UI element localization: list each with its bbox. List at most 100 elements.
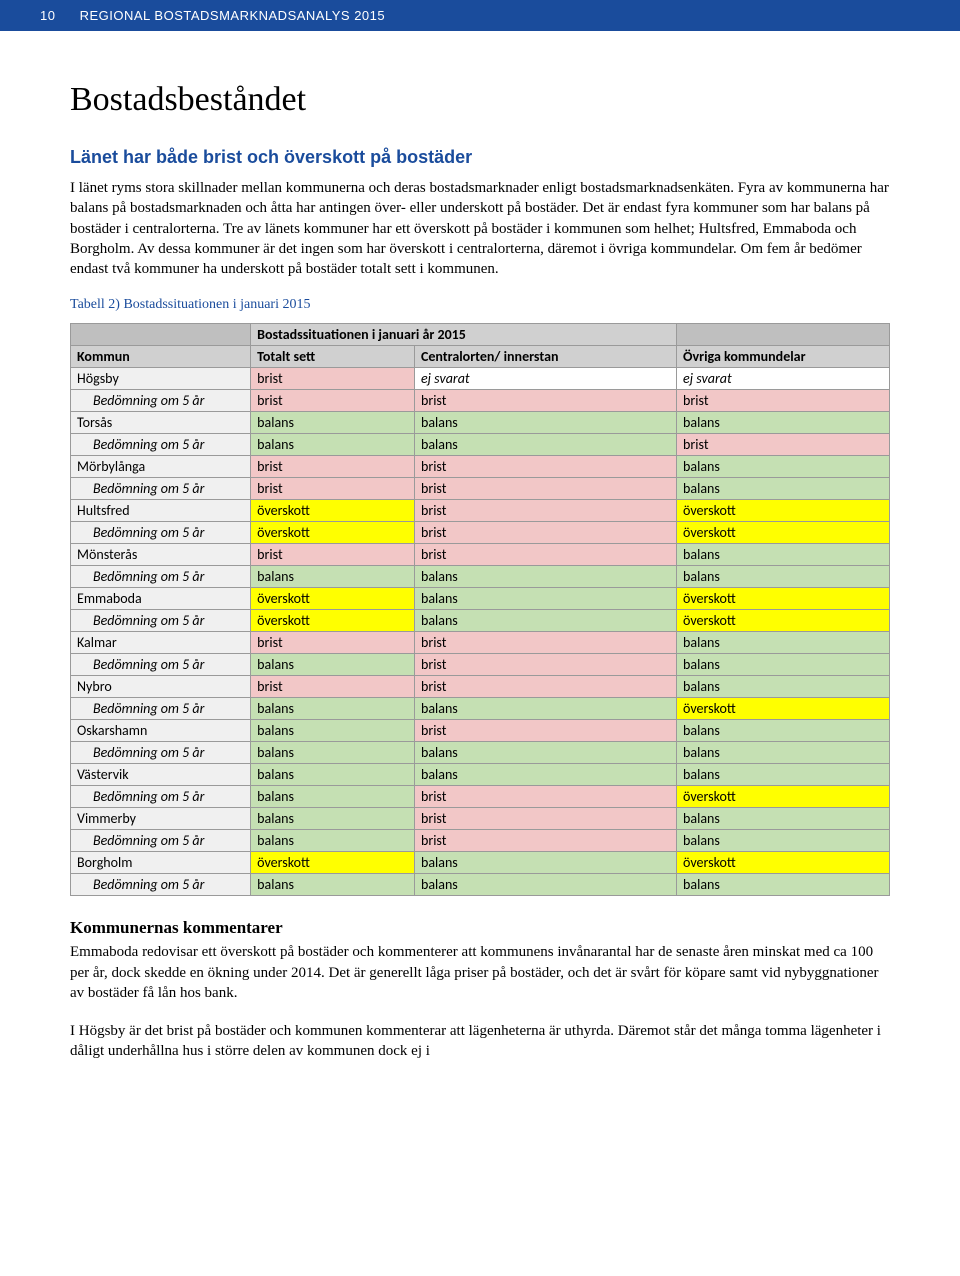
- col-totalt: Totalt sett: [251, 346, 415, 368]
- status-cell: balans: [251, 698, 415, 720]
- col-central: Centralorten/ innerstan: [414, 346, 676, 368]
- table-banner-row: Bostadssituationen i januari år 2015: [71, 324, 890, 346]
- status-cell: balans: [677, 412, 890, 434]
- table-row: Bedömning om 5 åröverskottbalansöverskot…: [71, 610, 890, 632]
- status-cell: balans: [414, 566, 676, 588]
- status-cell: balans: [677, 676, 890, 698]
- table-caption: Tabell 2) Bostadssituationen i januari 2…: [70, 297, 890, 313]
- status-cell: balans: [677, 742, 890, 764]
- table-banner: Bostadssituationen i januari år 2015: [251, 324, 677, 346]
- status-cell: ej svarat: [677, 368, 890, 390]
- status-cell: balans: [251, 808, 415, 830]
- table-row: Bedömning om 5 årbalansbalansbalans: [71, 874, 890, 896]
- subheading: Länet har både brist och överskott på bo…: [70, 147, 890, 168]
- blank-header: [71, 324, 251, 346]
- status-cell: brist: [414, 544, 676, 566]
- kommun-cell: Västervik: [71, 764, 251, 786]
- status-cell: balans: [677, 566, 890, 588]
- table-body: Högsbybristej svaratej svaratBedömning o…: [71, 368, 890, 896]
- status-cell: balans: [251, 874, 415, 896]
- bedomning-cell: Bedömning om 5 år: [71, 434, 251, 456]
- bostad-table: Bostadssituationen i januari år 2015 Kom…: [70, 323, 890, 896]
- status-cell: brist: [414, 456, 676, 478]
- page-title: Bostadsbeståndet: [70, 81, 890, 119]
- kommun-cell: Nybro: [71, 676, 251, 698]
- table-row: Torsåsbalansbalansbalans: [71, 412, 890, 434]
- status-cell: brist: [414, 786, 676, 808]
- status-cell: överskott: [251, 522, 415, 544]
- bedomning-cell: Bedömning om 5 år: [71, 874, 251, 896]
- status-cell: brist: [414, 808, 676, 830]
- status-cell: brist: [414, 478, 676, 500]
- table-row: Hultsfredöverskottbristöverskott: [71, 500, 890, 522]
- status-cell: balans: [677, 830, 890, 852]
- intro-paragraph: I länet ryms stora skillnader mellan kom…: [70, 178, 890, 279]
- status-cell: balans: [251, 830, 415, 852]
- kommun-cell: Hultsfred: [71, 500, 251, 522]
- status-cell: brist: [414, 830, 676, 852]
- table-row: Vimmerbybalansbristbalans: [71, 808, 890, 830]
- table-row: Bedömning om 5 årbristbristbrist: [71, 390, 890, 412]
- kommun-cell: Högsby: [71, 368, 251, 390]
- status-cell: balans: [251, 786, 415, 808]
- table-row: Mönsteråsbristbristbalans: [71, 544, 890, 566]
- bedomning-cell: Bedömning om 5 år: [71, 654, 251, 676]
- status-cell: överskott: [251, 588, 415, 610]
- status-cell: balans: [414, 434, 676, 456]
- status-cell: balans: [414, 874, 676, 896]
- kommun-cell: Mörbylånga: [71, 456, 251, 478]
- status-cell: överskott: [677, 698, 890, 720]
- status-cell: överskott: [677, 588, 890, 610]
- table-row: Västervikbalansbalansbalans: [71, 764, 890, 786]
- status-cell: överskott: [677, 610, 890, 632]
- table-row: Mörbylångabristbristbalans: [71, 456, 890, 478]
- page-header: 10 REGIONAL BOSTADSMARKNADSANALYS 2015: [0, 0, 960, 31]
- status-cell: överskott: [251, 852, 415, 874]
- status-cell: balans: [251, 434, 415, 456]
- table-row: Bedömning om 5 åröverskottbristöverskott: [71, 522, 890, 544]
- table-row: Bedömning om 5 årbalansbalansbalans: [71, 742, 890, 764]
- table-header-row: Kommun Totalt sett Centralorten/ innerst…: [71, 346, 890, 368]
- status-cell: balans: [251, 566, 415, 588]
- status-cell: balans: [414, 698, 676, 720]
- col-ovriga: Övriga kommundelar: [677, 346, 890, 368]
- doc-title: REGIONAL BOSTADSMARKNADSANALYS 2015: [80, 8, 386, 23]
- comments-heading: Kommunernas kommentarer: [70, 918, 890, 938]
- status-cell: brist: [414, 390, 676, 412]
- status-cell: brist: [414, 676, 676, 698]
- table-row: Bedömning om 5 årbalansbristöverskott: [71, 786, 890, 808]
- kommun-cell: Borgholm: [71, 852, 251, 874]
- status-cell: balans: [251, 654, 415, 676]
- status-cell: balans: [251, 764, 415, 786]
- status-cell: balans: [414, 742, 676, 764]
- status-cell: brist: [251, 368, 415, 390]
- table-row: Nybrobristbristbalans: [71, 676, 890, 698]
- status-cell: brist: [251, 632, 415, 654]
- status-cell: brist: [414, 522, 676, 544]
- status-cell: brist: [414, 720, 676, 742]
- status-cell: brist: [414, 632, 676, 654]
- table-row: Emmabodaöverskottbalansöverskott: [71, 588, 890, 610]
- status-cell: balans: [414, 852, 676, 874]
- status-cell: balans: [414, 588, 676, 610]
- table-row: Bedömning om 5 årbalansbristbalans: [71, 830, 890, 852]
- status-cell: överskott: [251, 500, 415, 522]
- status-cell: överskott: [251, 610, 415, 632]
- bedomning-cell: Bedömning om 5 år: [71, 786, 251, 808]
- table-row: Bedömning om 5 årbalansbalansbrist: [71, 434, 890, 456]
- table-row: Bedömning om 5 årbristbristbalans: [71, 478, 890, 500]
- kommun-cell: Torsås: [71, 412, 251, 434]
- bedomning-cell: Bedömning om 5 år: [71, 610, 251, 632]
- status-cell: överskott: [677, 786, 890, 808]
- kommun-cell: Vimmerby: [71, 808, 251, 830]
- table-row: Bedömning om 5 årbalansbalansöverskott: [71, 698, 890, 720]
- col-kommun: Kommun: [71, 346, 251, 368]
- status-cell: brist: [414, 500, 676, 522]
- status-cell: balans: [251, 412, 415, 434]
- page-number: 10: [40, 8, 55, 23]
- bedomning-cell: Bedömning om 5 år: [71, 566, 251, 588]
- status-cell: balans: [677, 632, 890, 654]
- status-cell: balans: [414, 764, 676, 786]
- status-cell: brist: [414, 654, 676, 676]
- status-cell: balans: [677, 456, 890, 478]
